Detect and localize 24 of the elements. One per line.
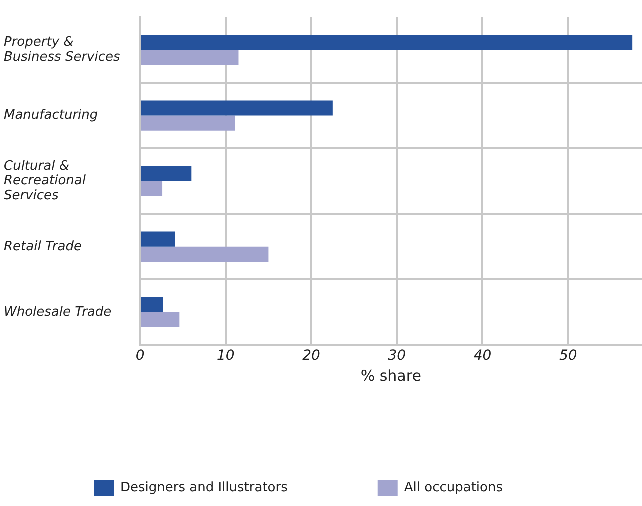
bar: [141, 312, 180, 328]
x-tick-label: 20: [302, 348, 321, 364]
x-tick-label: 40: [474, 348, 492, 364]
x-axis-title: % share: [360, 366, 422, 385]
y-tick-label: Retail Trade: [4, 239, 82, 254]
bar: [141, 297, 164, 312]
x-tick-label: 30: [388, 348, 406, 364]
bar: [141, 181, 163, 196]
y-tick-label: Wholesale Trade: [4, 304, 112, 320]
bar: [141, 116, 236, 131]
y-tick-label: Cultural & Recreational Services: [4, 158, 86, 204]
y-tick-label: Property & Business Services: [4, 35, 121, 66]
bar: [141, 166, 192, 182]
bar: [141, 100, 333, 116]
bar: [141, 246, 269, 262]
bar: [141, 35, 633, 50]
bar: [141, 232, 176, 247]
legend-label: All occupations: [404, 480, 504, 496]
y-tick-label: Manufacturing: [4, 108, 98, 124]
x-tick-label: 50: [559, 348, 578, 364]
bar: [141, 50, 239, 66]
legend-label: Designers and Illustrators: [120, 480, 288, 496]
x-tick-label: 10: [216, 348, 235, 364]
x-tick-label: 0: [136, 348, 145, 364]
